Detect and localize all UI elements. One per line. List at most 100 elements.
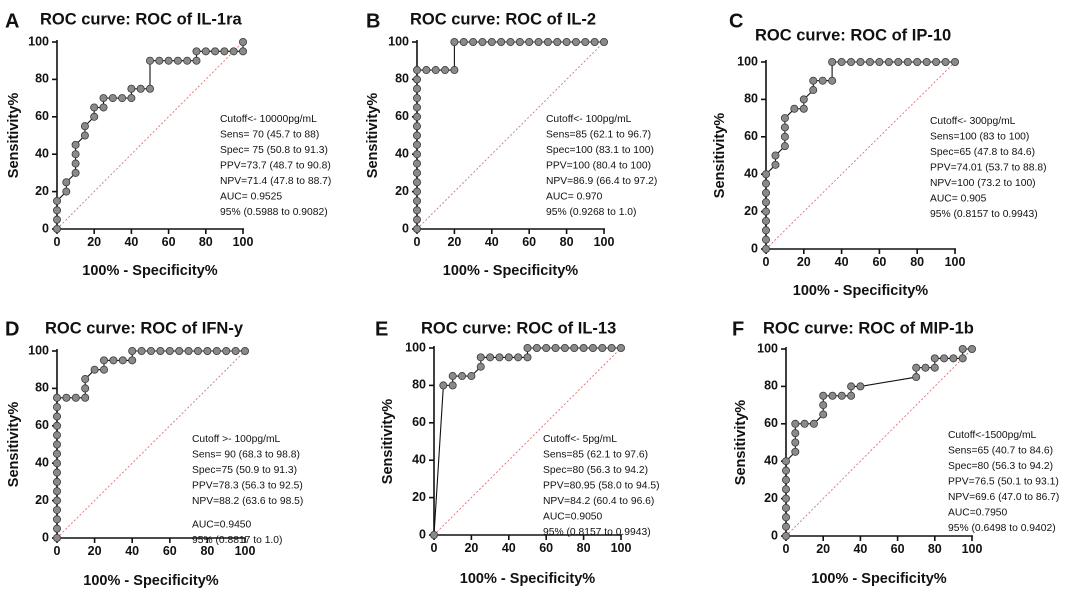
y-tick-label: 100 (757, 341, 778, 355)
y-tick-label: 100 (28, 343, 49, 357)
roc-point (486, 353, 495, 362)
roc-point (412, 224, 421, 233)
reference-diagonal (433, 347, 622, 536)
roc-point (412, 103, 421, 112)
roc-point (514, 353, 523, 362)
roc-point (53, 403, 62, 412)
roc-point (780, 123, 789, 132)
roc-point (90, 112, 99, 121)
roc-point (439, 381, 448, 390)
roc-point (782, 466, 791, 475)
roc-point (913, 58, 922, 67)
roc-point (562, 38, 571, 47)
roc-point (62, 187, 71, 196)
y-tick-label: 80 (744, 92, 758, 106)
panel-letter: E (375, 318, 388, 340)
stats-annotation: 95% (0.6498 to 0.9402) (948, 523, 1056, 534)
roc-point (412, 159, 421, 168)
x-tick-label: 40 (125, 544, 139, 558)
roc-point (183, 56, 192, 65)
roc-point (412, 196, 421, 205)
roc-point (146, 346, 155, 355)
roc-point (448, 372, 457, 381)
roc-point (837, 391, 846, 400)
roc-point (968, 344, 977, 353)
roc-point (184, 346, 193, 355)
roc-point (412, 178, 421, 187)
roc-point (71, 393, 80, 402)
roc-point (81, 393, 90, 402)
roc-point (412, 131, 421, 140)
roc-point (551, 343, 560, 352)
roc-point (819, 401, 828, 410)
panel-letter: D (5, 318, 19, 340)
roc-point (856, 382, 865, 391)
stats-annotation: AUC= 0.9525 (220, 192, 282, 203)
roc-point (193, 346, 202, 355)
y-axis-label: Sensitivity% (712, 113, 728, 199)
roc-point (590, 38, 599, 47)
chart-title: ROC curve: ROC of IFN-y (45, 319, 244, 337)
y-tick-label: 60 (744, 129, 758, 143)
roc-point (429, 531, 438, 540)
roc-point (412, 206, 421, 215)
roc-point (525, 38, 534, 47)
y-tick-label: 40 (395, 146, 409, 160)
roc-point (571, 38, 580, 47)
y-tick-label: 100 (388, 34, 409, 48)
y-tick-label: 40 (744, 166, 758, 180)
roc-point (412, 187, 421, 196)
roc-point (930, 363, 939, 372)
roc-point (912, 363, 921, 372)
roc-point (412, 112, 421, 121)
x-tick-label: 40 (502, 541, 516, 555)
roc-point (819, 410, 828, 419)
roc-point (560, 343, 569, 352)
roc-point (231, 346, 240, 355)
stats-annotation: AUC=0.9450 (192, 520, 252, 531)
x-axis-label: 100% - Specificity% (793, 283, 928, 299)
roc-point (220, 47, 229, 56)
roc-point (118, 356, 127, 365)
roc-point (53, 412, 62, 421)
roc-point (847, 391, 856, 400)
roc-point (80, 131, 89, 140)
roc-point (412, 94, 421, 103)
roc-point (145, 56, 154, 65)
roc-point (791, 419, 800, 428)
stats-annotation: Sens= 70 (45.7 to 88) (220, 130, 319, 141)
reference-diagonal (56, 350, 246, 539)
roc-point (448, 381, 457, 390)
roc-point (173, 56, 182, 65)
stats-annotation: Spec=75 (50.9 to 91.3) (192, 465, 297, 476)
roc-panel-c: C ROC curve: ROC of IP-10 0 20 40 60 80 100 0 20 4… (712, 10, 1047, 299)
stats-annotation: Cutoff<-1500pg/mL (948, 430, 1037, 441)
y-tick-label: 80 (35, 381, 49, 395)
x-tick-label: 40 (485, 235, 499, 249)
roc-point (62, 178, 71, 187)
roc-point (579, 343, 588, 352)
roc-point (71, 140, 80, 149)
y-axis-label: Sensitivity% (6, 402, 22, 488)
roc-point (62, 393, 71, 402)
roc-point (487, 38, 496, 47)
roc-point (90, 365, 99, 374)
roc-point (136, 84, 145, 93)
panel-letter: C (729, 10, 743, 32)
roc-panel-a: A ROC curve: ROC of IL-1ra 0 20 40 60 80 100 0 20… (5, 10, 331, 279)
chart-title: ROC curve: ROC of IL-2 (410, 10, 596, 28)
roc-point (607, 343, 616, 352)
roc-point (799, 104, 808, 113)
roc-point (875, 58, 884, 67)
reference-diagonal (765, 61, 956, 250)
roc-point (99, 94, 108, 103)
roc-point (53, 534, 62, 543)
roc-point (441, 66, 450, 75)
x-tick-label: 0 (414, 235, 421, 249)
roc-point (53, 224, 62, 233)
roc-point (238, 47, 247, 56)
stats-annotation: AUC=0.9050 (543, 512, 603, 523)
x-tick-label: 20 (464, 541, 478, 555)
roc-point (192, 56, 201, 65)
